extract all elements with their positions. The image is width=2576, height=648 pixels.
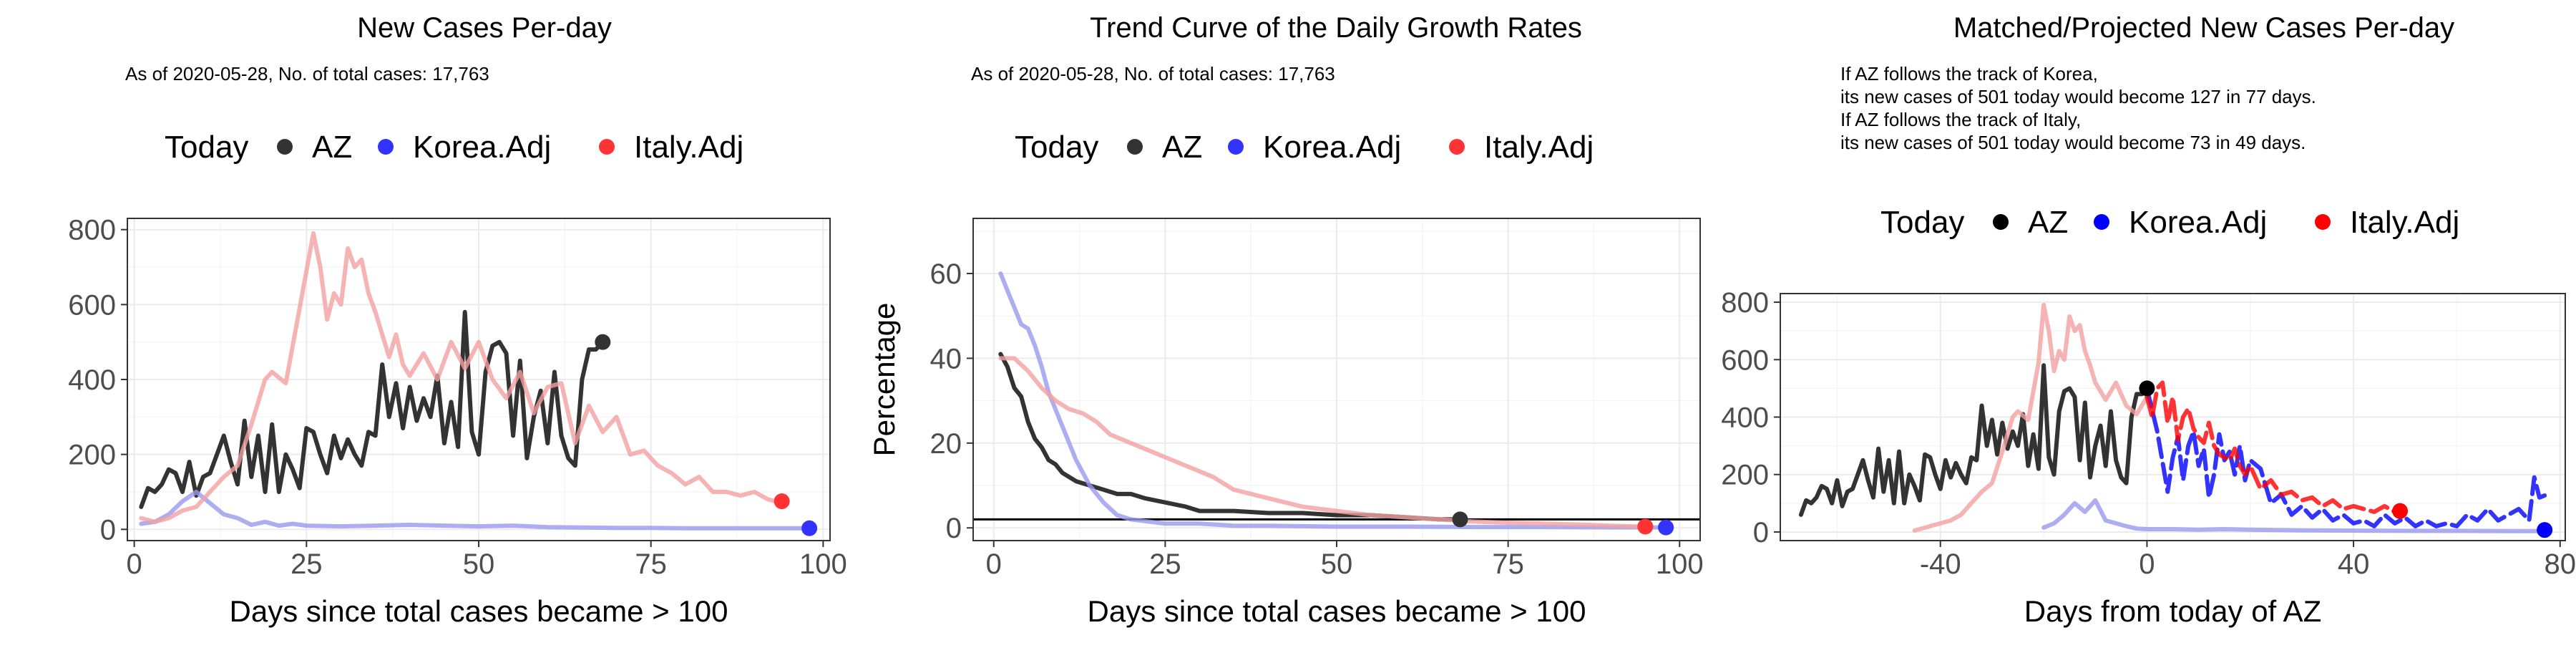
y-tick-label: 0 [1753, 517, 1769, 548]
legend-key-1 [378, 139, 394, 155]
series-line-1 [2041, 498, 2547, 533]
legend-label-2: Italy.Adj [634, 130, 743, 165]
x-axis-title: Days since total cases became > 100 [1088, 594, 1586, 628]
legend-label-1: Korea.Adj [1263, 130, 1401, 165]
today-point-2 [801, 520, 818, 536]
x-tick-label: 50 [463, 548, 495, 580]
y-tick-label: 40 [930, 343, 962, 374]
legend-key-2 [1449, 139, 1465, 155]
series-group [1798, 303, 2547, 533]
x-tick-label: 25 [1149, 548, 1181, 580]
chart-subtitle: As of 2020-05-28, No. of total cases: 17… [971, 63, 1335, 84]
x-axis-title: Days from today of AZ [2024, 594, 2322, 628]
y-tick-label: 400 [1721, 402, 1769, 434]
y-tick-label: 600 [68, 289, 116, 321]
legend-key-0 [277, 139, 293, 155]
y-tick-label: 0 [100, 514, 116, 546]
x-tick-label: 80 [2545, 548, 2576, 580]
legend-key-1 [2094, 214, 2109, 230]
chart-panel-3: Matched/Projected New Cases Per-day If AZ… [1721, 12, 2576, 628]
today-point-0 [595, 334, 611, 350]
series-line-0 [1798, 363, 2150, 517]
legend-label-0: AZ [312, 130, 352, 165]
series-line-3 [2145, 386, 2547, 528]
today-point-1 [1637, 518, 1654, 535]
chart-legend: Today AZ Korea.Adj Italy.Adj [1880, 205, 2459, 240]
legend-label-0: AZ [1162, 130, 1202, 165]
x-tick-label: 40 [2338, 548, 2370, 580]
chart-panel-2: Trend Curve of the Daily Growth Rates As … [867, 12, 1704, 628]
x-tick-label: 75 [635, 548, 667, 580]
series-line-2 [139, 231, 784, 524]
x-tick-label: 50 [1321, 548, 1353, 580]
today-point-0 [1452, 511, 1468, 528]
x-tick-label: 75 [1492, 548, 1524, 580]
legend-title: Today [165, 130, 248, 165]
legend-label-0: AZ [2028, 205, 2068, 240]
today-point-1 [2392, 503, 2409, 519]
chart-title: Matched/Projected New Cases Per-day [1953, 12, 2454, 44]
legend-label-1: Korea.Adj [2129, 205, 2267, 240]
chart-note-line: its new cases of 501 today would become … [1840, 86, 2316, 107]
chart-note-line: If AZ follows the track of Korea, [1840, 63, 2098, 84]
chart-title: New Cases Per-day [357, 12, 612, 44]
series-line-0 [998, 352, 1463, 522]
x-tick-label: 100 [1656, 548, 1704, 580]
x-tick-label: 25 [291, 548, 323, 580]
legend-label-2: Italy.Adj [2350, 205, 2459, 240]
legend-key-0 [1993, 214, 2009, 230]
legend-title: Today [1880, 205, 1964, 240]
series-line-2 [1912, 303, 2150, 533]
series-line-4 [2145, 380, 2403, 514]
y-tick-label: 600 [1721, 344, 1769, 376]
today-point-0 [2139, 380, 2155, 397]
legend-key-0 [1127, 139, 1143, 155]
series-line-2 [998, 356, 1648, 529]
y-tick-label: 200 [68, 440, 116, 471]
legend-key-1 [1228, 139, 1244, 155]
chart-title: Trend Curve of the Daily Growth Rates [1090, 12, 1582, 44]
legend-label-1: Korea.Adj [413, 130, 551, 165]
x-tick-label: 100 [799, 548, 847, 580]
legend-title: Today [1015, 130, 1098, 165]
chart-note-line: its new cases of 501 today would become … [1840, 132, 2306, 153]
y-tick-label: 60 [930, 258, 962, 290]
series-line-0 [139, 309, 605, 509]
grid-lines [1780, 294, 2565, 541]
chart-legend: Today AZ Korea.Adj Italy.Adj [165, 130, 743, 165]
y-tick-label: 200 [1721, 460, 1769, 491]
x-tick-label: 0 [127, 548, 142, 580]
chart-legend: Today AZ Korea.Adj Italy.Adj [1015, 130, 1594, 165]
legend-label-2: Italy.Adj [1484, 130, 1594, 165]
today-point-2 [2537, 522, 2553, 538]
today-point-1 [774, 493, 790, 510]
y-axis-title: Percentage [867, 303, 901, 457]
chart-subtitle: As of 2020-05-28, No. of total cases: 17… [125, 63, 489, 84]
y-tick-label: 20 [930, 428, 962, 460]
y-tick-label: 800 [68, 215, 116, 246]
series-group [998, 271, 1669, 530]
legend-key-2 [2315, 214, 2331, 230]
today-point-2 [1658, 519, 1674, 536]
x-axis-title: Days since total cases became > 100 [230, 594, 728, 628]
legend-key-2 [599, 139, 615, 155]
x-tick-label: -40 [1920, 548, 1961, 580]
x-tick-label: 0 [2139, 548, 2155, 580]
x-tick-label: 0 [986, 548, 1002, 580]
series-line-1 [998, 271, 1669, 530]
chart-panel-1: New Cases Per-day As of 2020-05-28, No. o… [68, 12, 847, 628]
series-group [139, 231, 812, 531]
y-tick-label: 800 [1721, 287, 1769, 319]
chart-note-line: If AZ follows the track of Italy, [1840, 109, 2081, 130]
y-tick-label: 0 [946, 513, 962, 544]
y-tick-label: 400 [68, 364, 116, 396]
